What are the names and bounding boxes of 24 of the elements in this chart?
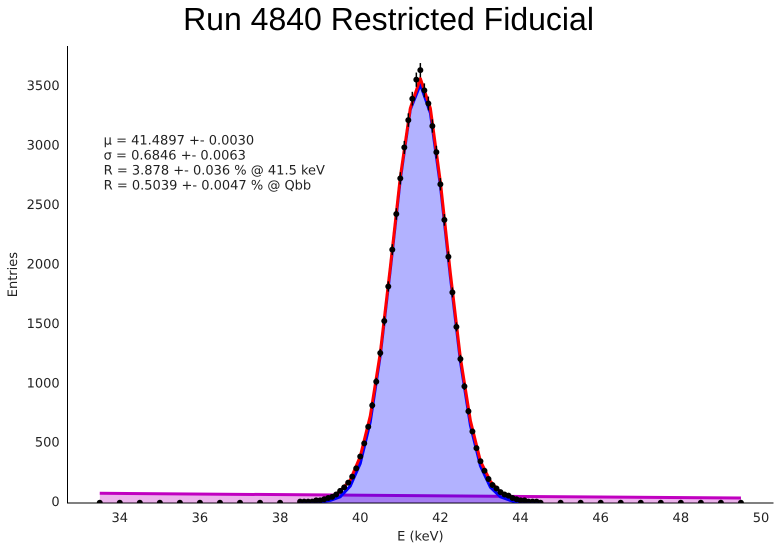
y-tick-label: 500 (34, 436, 60, 451)
x-tick-label: 44 (512, 510, 529, 526)
x-tick-label: 46 (592, 510, 609, 526)
annotation: R = 3.878 +- 0.036 % @ 41.5 keV (104, 163, 326, 178)
annotation: σ = 0.6846 +- 0.0063 (104, 148, 246, 164)
y-tick-label: 1500 (26, 316, 60, 332)
chart-title: Run 4840 Restricted Fiducial (183, 1, 594, 38)
y-tick-label: 1000 (26, 376, 60, 392)
y-tick-label: 0 (51, 495, 60, 510)
x-tick-label: 40 (352, 510, 369, 526)
annotation: μ = 41.4897 +- 0.0030 (104, 133, 254, 148)
y-tick-label: 3000 (26, 138, 60, 154)
x-tick-label: 50 (752, 510, 770, 526)
annotation: R = 0.5039 +- 0.0047 % @ Qbb (104, 178, 312, 194)
y-axis-title: Entries (6, 252, 22, 298)
x-tick-label: 38 (272, 510, 288, 526)
y-tick-label: 2000 (26, 257, 60, 272)
y-tick-label: 2500 (26, 198, 60, 214)
x-tick-label: 36 (192, 510, 208, 526)
x-tick-label: 48 (672, 510, 690, 526)
x-axis-title: E (keV) (397, 530, 444, 545)
x-tick-label: 42 (432, 510, 449, 526)
x-tick-label: 34 (112, 510, 128, 526)
y-tick-label: 3500 (26, 79, 60, 94)
